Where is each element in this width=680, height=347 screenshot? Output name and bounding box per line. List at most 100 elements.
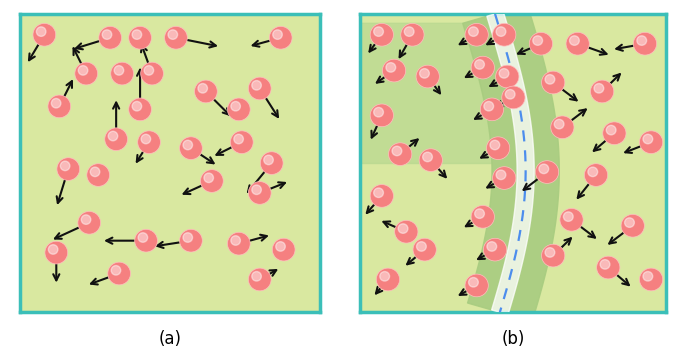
Circle shape — [107, 262, 131, 285]
Circle shape — [492, 167, 516, 189]
Circle shape — [48, 245, 58, 254]
Circle shape — [496, 65, 519, 88]
Circle shape — [419, 149, 443, 171]
Circle shape — [417, 242, 426, 251]
Circle shape — [135, 229, 158, 252]
Circle shape — [499, 69, 509, 78]
Circle shape — [45, 241, 68, 264]
Circle shape — [376, 268, 400, 291]
Circle shape — [539, 164, 549, 174]
Circle shape — [252, 185, 261, 195]
Circle shape — [248, 181, 271, 204]
Circle shape — [111, 62, 133, 85]
Circle shape — [231, 101, 241, 111]
Circle shape — [600, 260, 610, 269]
Circle shape — [168, 30, 177, 39]
Circle shape — [252, 272, 261, 281]
Circle shape — [78, 211, 101, 234]
Circle shape — [137, 131, 160, 153]
Circle shape — [231, 236, 241, 245]
Circle shape — [633, 32, 657, 55]
Circle shape — [420, 69, 429, 78]
Text: (a): (a) — [158, 330, 182, 347]
Circle shape — [273, 30, 282, 39]
Circle shape — [48, 95, 71, 118]
Circle shape — [33, 24, 56, 46]
Circle shape — [469, 27, 478, 36]
Circle shape — [201, 170, 223, 192]
Circle shape — [129, 26, 152, 49]
Circle shape — [416, 65, 439, 88]
Circle shape — [588, 167, 598, 177]
Circle shape — [465, 274, 488, 297]
Circle shape — [475, 209, 484, 218]
Circle shape — [370, 185, 394, 207]
Circle shape — [401, 24, 424, 46]
Circle shape — [594, 84, 604, 93]
Circle shape — [484, 101, 494, 111]
Circle shape — [584, 164, 608, 186]
Circle shape — [590, 80, 614, 103]
Circle shape — [471, 205, 494, 228]
Circle shape — [502, 86, 525, 109]
Circle shape — [621, 214, 645, 237]
Circle shape — [398, 224, 408, 233]
Circle shape — [374, 27, 384, 36]
Circle shape — [108, 131, 118, 141]
Circle shape — [554, 119, 564, 129]
Circle shape — [639, 268, 663, 291]
Circle shape — [639, 131, 663, 153]
Circle shape — [602, 122, 626, 145]
Circle shape — [496, 27, 506, 36]
Circle shape — [469, 278, 478, 287]
Circle shape — [138, 233, 148, 242]
Circle shape — [51, 99, 61, 108]
Circle shape — [102, 30, 112, 39]
Circle shape — [111, 265, 121, 275]
Circle shape — [129, 98, 152, 121]
Circle shape — [625, 218, 634, 227]
Circle shape — [114, 66, 124, 75]
Circle shape — [81, 215, 91, 225]
Circle shape — [541, 244, 565, 267]
Circle shape — [551, 116, 574, 138]
Circle shape — [374, 188, 384, 197]
Circle shape — [560, 209, 583, 231]
Circle shape — [204, 173, 214, 183]
Circle shape — [248, 268, 271, 291]
Circle shape — [423, 152, 432, 162]
Circle shape — [643, 272, 653, 281]
Circle shape — [272, 238, 295, 261]
Polygon shape — [463, 5, 559, 322]
Circle shape — [374, 108, 384, 117]
Circle shape — [490, 140, 500, 150]
Circle shape — [545, 75, 555, 84]
Circle shape — [180, 137, 203, 160]
Circle shape — [465, 24, 488, 46]
Circle shape — [487, 242, 496, 251]
Circle shape — [141, 134, 151, 144]
Circle shape — [180, 229, 203, 252]
Circle shape — [570, 36, 579, 45]
Circle shape — [382, 59, 406, 82]
Circle shape — [388, 143, 412, 166]
Circle shape — [637, 36, 647, 45]
Circle shape — [564, 212, 573, 221]
Circle shape — [394, 220, 418, 243]
Circle shape — [248, 77, 271, 100]
Circle shape — [78, 66, 88, 75]
Circle shape — [533, 36, 543, 45]
Circle shape — [231, 131, 253, 153]
Circle shape — [480, 98, 504, 121]
Circle shape — [596, 256, 620, 279]
Circle shape — [144, 66, 154, 75]
Polygon shape — [360, 23, 492, 163]
Circle shape — [505, 90, 515, 99]
Circle shape — [392, 146, 402, 156]
Circle shape — [260, 152, 283, 175]
Circle shape — [413, 238, 437, 261]
Circle shape — [541, 71, 565, 94]
Circle shape — [198, 84, 207, 93]
Circle shape — [105, 128, 128, 151]
Circle shape — [370, 104, 394, 127]
